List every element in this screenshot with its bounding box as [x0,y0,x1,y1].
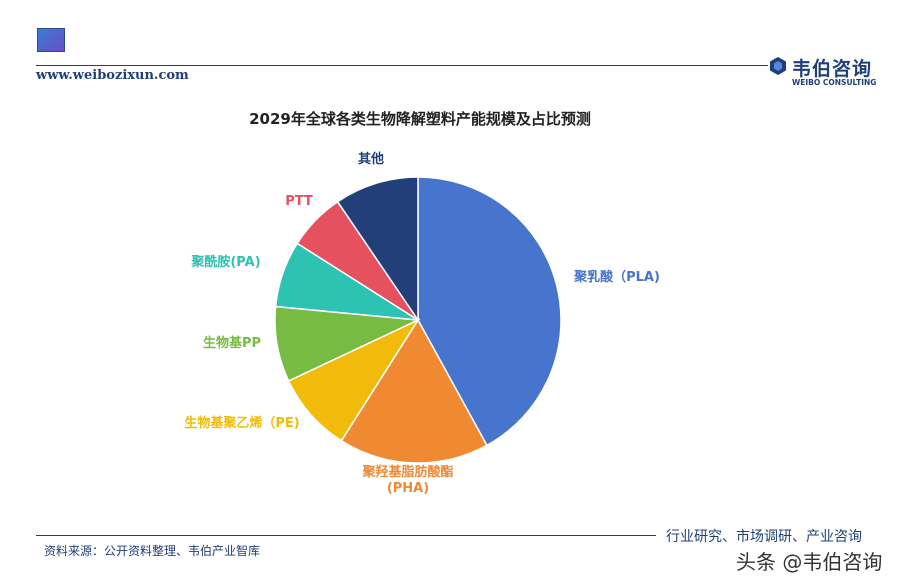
pie-labels: 聚乳酸（PLA) 聚羟基脂肪酸酯(PHA) 生物基聚乙烯（PE) 生物基PP 聚酰胺(P… [184,151,660,496]
hexagon-logo-icon [770,57,786,75]
slice-label-0: 聚乳酸（PLA) [573,269,660,285]
chart-title: 2029年全球各类生物降解塑料产能规模及占比预测 [249,110,591,128]
brand-name-cn: 韦伯咨询 [792,58,873,80]
brand-name-en: WEIBO CONSULTING [792,78,877,87]
logo-square [37,28,65,52]
slice-label-5: PTT [285,194,313,209]
slice-label-1: 聚羟基脂肪酸酯(PHA) [361,464,453,496]
pie-slices [274,176,562,464]
watermark: 头条 @韦伯咨询 [736,550,883,574]
pie-slice-2 [287,318,421,442]
brand-logo: 韦伯咨询 WEIBO CONSULTING [768,54,898,90]
footer-tagline: 行业研究、市场调研、产业咨询 [666,529,862,545]
header-divider [36,65,768,66]
site-url[interactable]: www.weibozixun.com [36,68,189,83]
pie-slice-0 [417,176,562,447]
slice-label-6: 其他 [358,151,384,167]
pie-slice-6 [336,176,419,323]
source-note: 资料来源：公开资料整理、韦伯产业智库 [44,544,261,558]
slice-label-2: 生物基聚乙烯（PE) [184,415,299,431]
slice-label-3: 生物基PP [203,335,261,351]
slice-label-4: 聚酰胺(PA) [190,254,260,270]
pie-slice-1 [340,318,488,464]
footer-divider [36,535,656,536]
